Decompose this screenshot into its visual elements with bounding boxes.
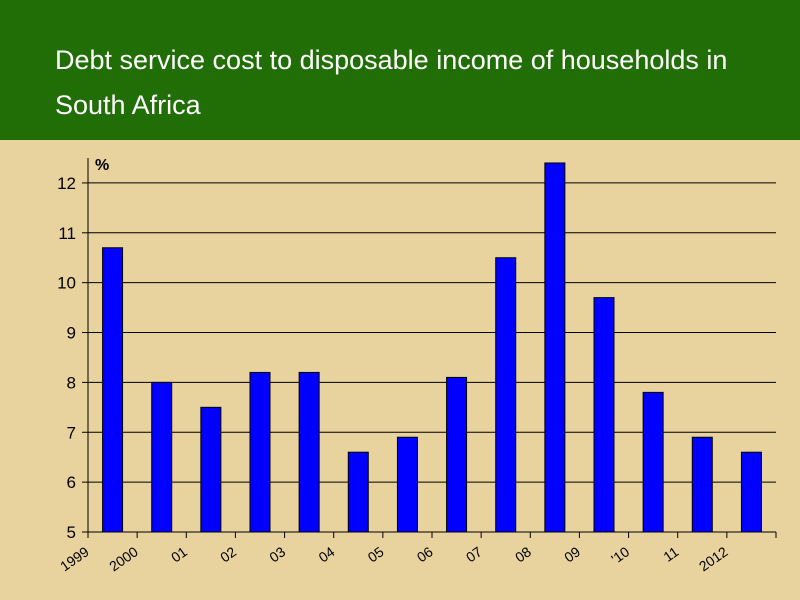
bar-'10 [642, 391, 664, 533]
y-tick-label: 7 [67, 423, 76, 442]
bar-03 [298, 371, 320, 533]
y-tick-label: 9 [67, 324, 76, 343]
x-tick-label: 07 [463, 543, 485, 565]
x-tick-label: 01 [168, 543, 190, 565]
x-tick-label: 09 [561, 543, 583, 565]
y-tick-label: 12 [57, 174, 76, 193]
bar-02 [249, 371, 271, 533]
chart-title: Debt service cost to disposable income o… [55, 45, 728, 120]
y-tick-label: 10 [57, 274, 76, 293]
bar-chart: 5 6 7 8 9 10 11 12 1999 2000 01 02 03 04 05 06 07 08 09 '10… [57, 157, 777, 574]
x-tick-label: 1999 [57, 543, 92, 574]
bar-2012 [740, 451, 762, 533]
y-axis-label: % [95, 157, 109, 174]
bar-09 [593, 297, 615, 533]
bar-07 [495, 257, 517, 533]
x-tick-label: 02 [217, 543, 239, 565]
x-tick-label: 04 [315, 543, 337, 565]
bar-11 [691, 436, 713, 533]
x-tick-label: 05 [365, 543, 387, 565]
x-tick-label: 2000 [106, 543, 141, 574]
x-tick-label: '10 [608, 543, 632, 567]
bar-05 [396, 436, 418, 533]
y-tick-label: 6 [67, 473, 76, 492]
bar-06 [446, 376, 468, 533]
x-tick-label: 2012 [696, 543, 731, 574]
x-tick-label: 06 [414, 543, 436, 565]
x-tick-label: 03 [266, 543, 288, 565]
bar-2000 [151, 381, 173, 533]
y-tick-label: 8 [67, 373, 76, 392]
bar-01 [200, 406, 222, 533]
y-tick-label: 11 [58, 224, 76, 243]
x-tick-label: 08 [512, 543, 534, 565]
bar-04 [347, 451, 369, 533]
y-tick-label: 5 [67, 523, 76, 542]
x-tick-label: 11 [660, 543, 681, 565]
title-banner: Debt service cost to disposable income o… [0, 0, 800, 140]
bar-1999 [102, 247, 124, 533]
bar-08 [544, 162, 566, 533]
